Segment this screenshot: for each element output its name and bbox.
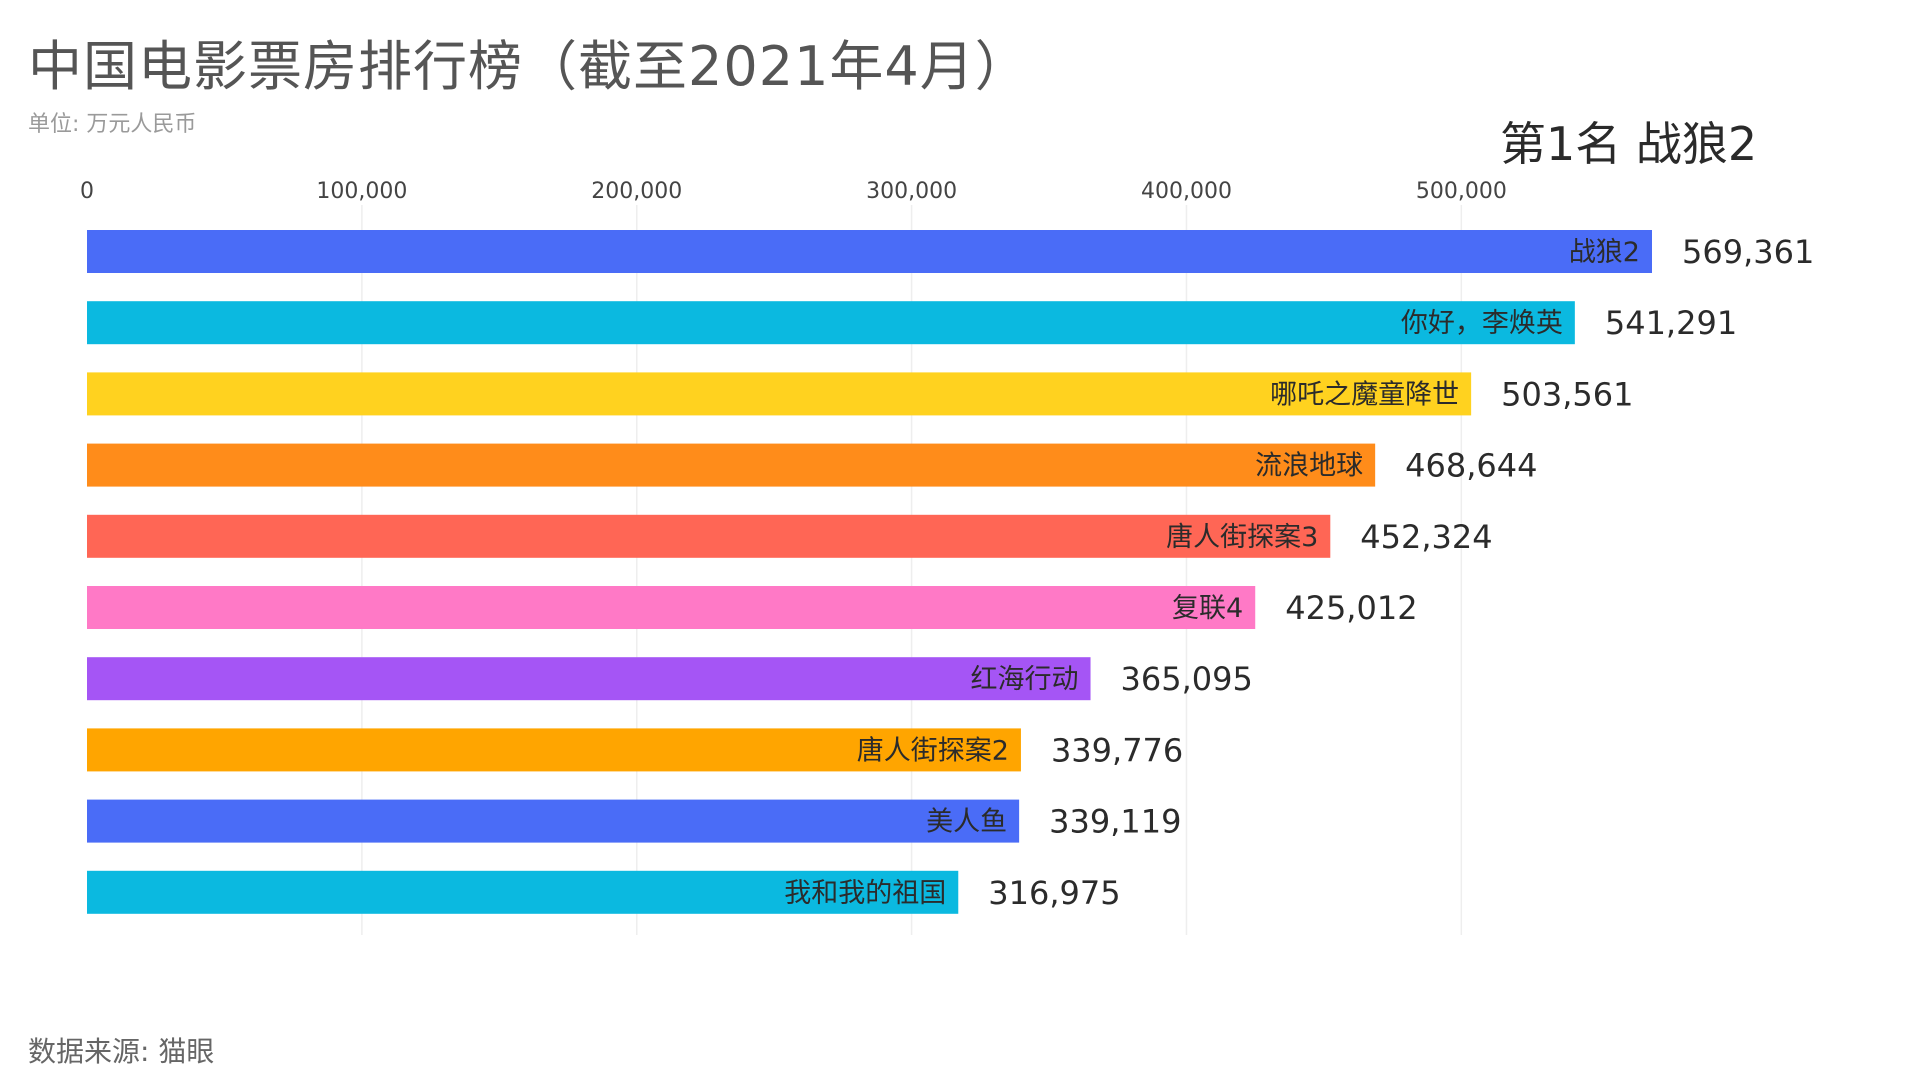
bar-group: 流浪地球 468,644 xyxy=(87,443,1537,487)
x-tick-label: 100,000 xyxy=(316,179,407,204)
bar-group: 哪吒之魔童降世 503,561 xyxy=(87,372,1633,416)
bar-category-label: 美人鱼 xyxy=(926,807,1007,838)
bar-value-label: 541,291 xyxy=(1605,304,1737,342)
bar-category-label: 唐人街探案2 xyxy=(857,735,1009,766)
bar xyxy=(87,443,1376,487)
x-tick-label: 0 xyxy=(80,179,94,204)
bar-value-label: 316,975 xyxy=(988,874,1120,912)
x-tick-label: 500,000 xyxy=(1416,179,1507,204)
chart-title: 中国电影票房排行榜（截至2021年4月） xyxy=(28,35,1030,98)
x-tick-label: 200,000 xyxy=(591,179,682,204)
bar xyxy=(87,372,1472,416)
bar xyxy=(87,728,1021,772)
x-tick-label: 300,000 xyxy=(866,179,957,204)
bar-group: 我和我的祖国 316,975 xyxy=(87,870,1121,914)
bar xyxy=(87,230,1652,273)
bar-category-label: 我和我的祖国 xyxy=(784,878,946,909)
bar-category-label: 唐人街探案3 xyxy=(1166,522,1318,553)
data-source: 数据来源: 猫眼 xyxy=(28,1035,215,1068)
bar xyxy=(87,586,1256,629)
bar-group: 战狼2 569,361 xyxy=(87,230,1814,273)
bar-category-label: 你好，李焕英 xyxy=(1401,308,1563,339)
bar-group: 复联4 425,012 xyxy=(87,586,1418,629)
bar-value-label: 503,561 xyxy=(1501,375,1633,413)
bar-value-label: 425,012 xyxy=(1285,589,1417,627)
bar-value-label: 339,776 xyxy=(1051,731,1183,769)
bar-category-label: 复联4 xyxy=(1172,593,1243,624)
bar-group: 唐人街探案3 452,324 xyxy=(87,514,1493,558)
bar-value-label: 569,361 xyxy=(1682,233,1814,271)
bar-category-label: 红海行动 xyxy=(971,664,1079,695)
bar-category-label: 哪吒之魔童降世 xyxy=(1270,379,1459,410)
bar-category-label: 流浪地球 xyxy=(1255,451,1363,482)
bars: 战狼2 569,361 你好，李焕英 541,291 哪吒之魔童降世 503,561 流浪地… xyxy=(87,230,1814,914)
bar xyxy=(87,657,1091,701)
bar xyxy=(87,870,959,914)
rank-indicator: 第1名 战狼2 xyxy=(1500,117,1758,171)
bar-group: 唐人街探案2 339,776 xyxy=(87,728,1183,772)
bar xyxy=(87,514,1331,558)
bar-value-label: 468,644 xyxy=(1405,447,1537,485)
x-axis-ticks: 0 100,000 200,000 300,000 400,000 500,000 xyxy=(80,179,1507,204)
bar-value-label: 339,119 xyxy=(1049,803,1181,841)
bar-value-label: 452,324 xyxy=(1360,518,1492,556)
unit-label: 单位: 万元人民币 xyxy=(28,112,197,137)
bar-group: 红海行动 365,095 xyxy=(87,657,1253,701)
bar-value-label: 365,095 xyxy=(1121,660,1253,698)
bar xyxy=(87,301,1575,345)
bar xyxy=(87,799,1020,843)
bar-group: 美人鱼 339,119 xyxy=(87,799,1181,843)
bar-category-label: 战狼2 xyxy=(1569,237,1640,268)
bar-group: 你好，李焕英 541,291 xyxy=(87,301,1737,345)
x-tick-label: 400,000 xyxy=(1141,179,1232,204)
